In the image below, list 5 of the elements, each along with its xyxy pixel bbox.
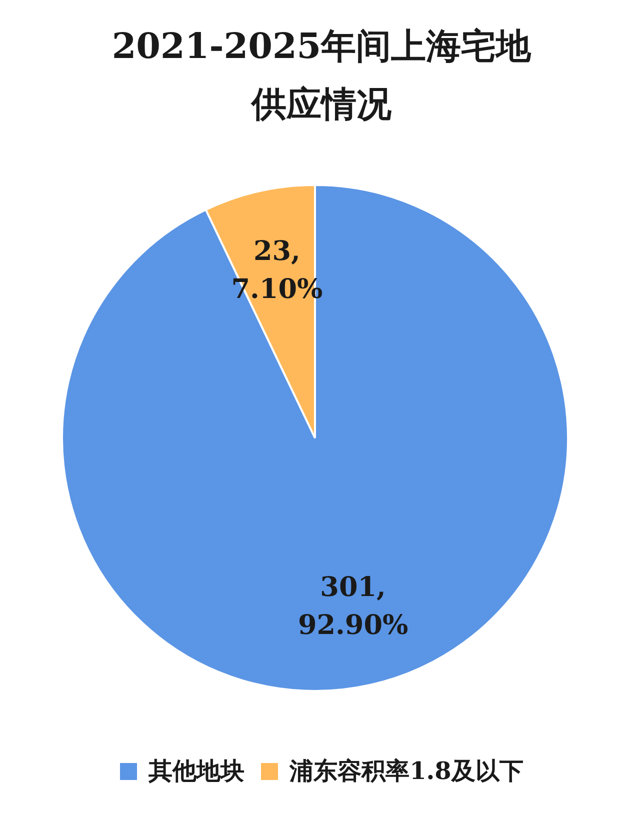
chart-title: 2021-2025年间上海宅地供应情况 [110,25,532,127]
legend-label: 其他地块 [148,755,245,787]
data-label: 301, 92.90% [298,572,408,641]
legend-label: 浦东容积率1.8及以下 [290,755,524,787]
pie-slice [61,184,569,692]
